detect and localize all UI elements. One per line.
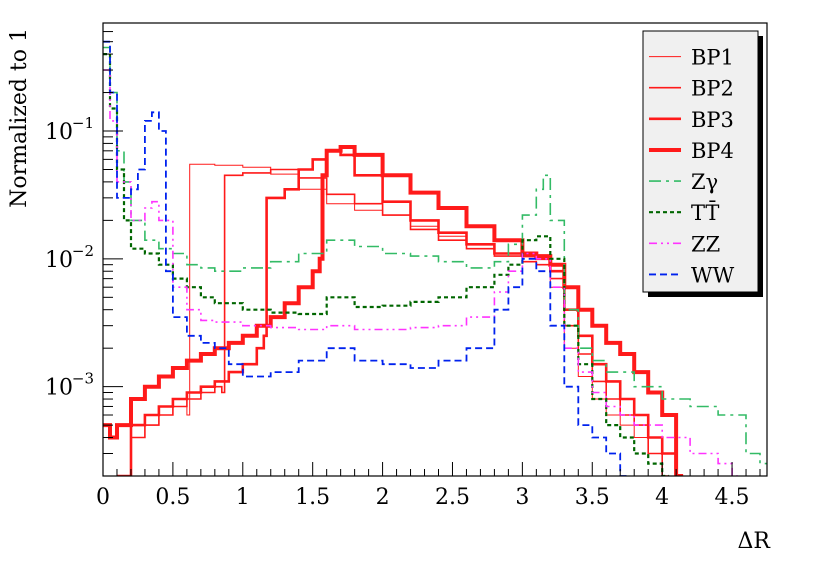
x-tick-label: 2 [376,485,390,510]
series-line-2 [117,168,670,476]
series-line-7 [103,69,739,476]
x-tick-label: 3 [515,485,529,510]
axes [102,22,768,477]
x-tick-label: 0 [96,485,110,510]
legend-label: TT̄ [691,200,719,225]
tick-labels: 0 0.5 1 1.5 2 2.5 3 3.5 4 4.510−310−210−1 [45,114,750,510]
legend-label: BP2 [691,77,734,101]
legend-label: BP4 [691,139,734,163]
legend-label: Zγ [691,170,718,194]
legend: BP1 BP2 BP3 BP4 Zγ TT̄ ZZ WW [642,30,763,297]
plot-frame [102,22,768,477]
legend-label: BP3 [691,108,734,132]
x-tick-label: 2.5 [435,485,470,510]
x-tick-label: 4 [655,485,669,510]
legend-label: ZZ [691,232,720,256]
y-axis-label: Normalized to 1 [7,28,32,208]
data-curves [103,40,767,476]
x-axis-label: ΔR [738,529,772,554]
series-line-5 [103,46,767,465]
y-tick-exponent: −3 [72,370,94,388]
y-tick-label: 10 [45,376,73,401]
x-tick-label: 0.5 [155,485,190,510]
y-tick-exponent: −2 [72,242,94,260]
legend-box [642,30,759,293]
x-tick-label: 3.5 [575,485,610,510]
series-line-6 [103,53,670,476]
x-tick-label: 1.5 [295,485,330,510]
legend-label: BP1 [691,46,734,70]
y-tick-exponent: −1 [72,114,94,132]
series-line-8 [103,40,628,476]
x-tick-label: 1 [236,485,250,510]
series-line-4 [103,145,684,476]
y-tick-label: 10 [45,248,73,273]
y-tick-label: 10 [45,120,73,145]
x-tick-label: 4.5 [715,485,750,510]
legend-label: WW [691,263,735,287]
